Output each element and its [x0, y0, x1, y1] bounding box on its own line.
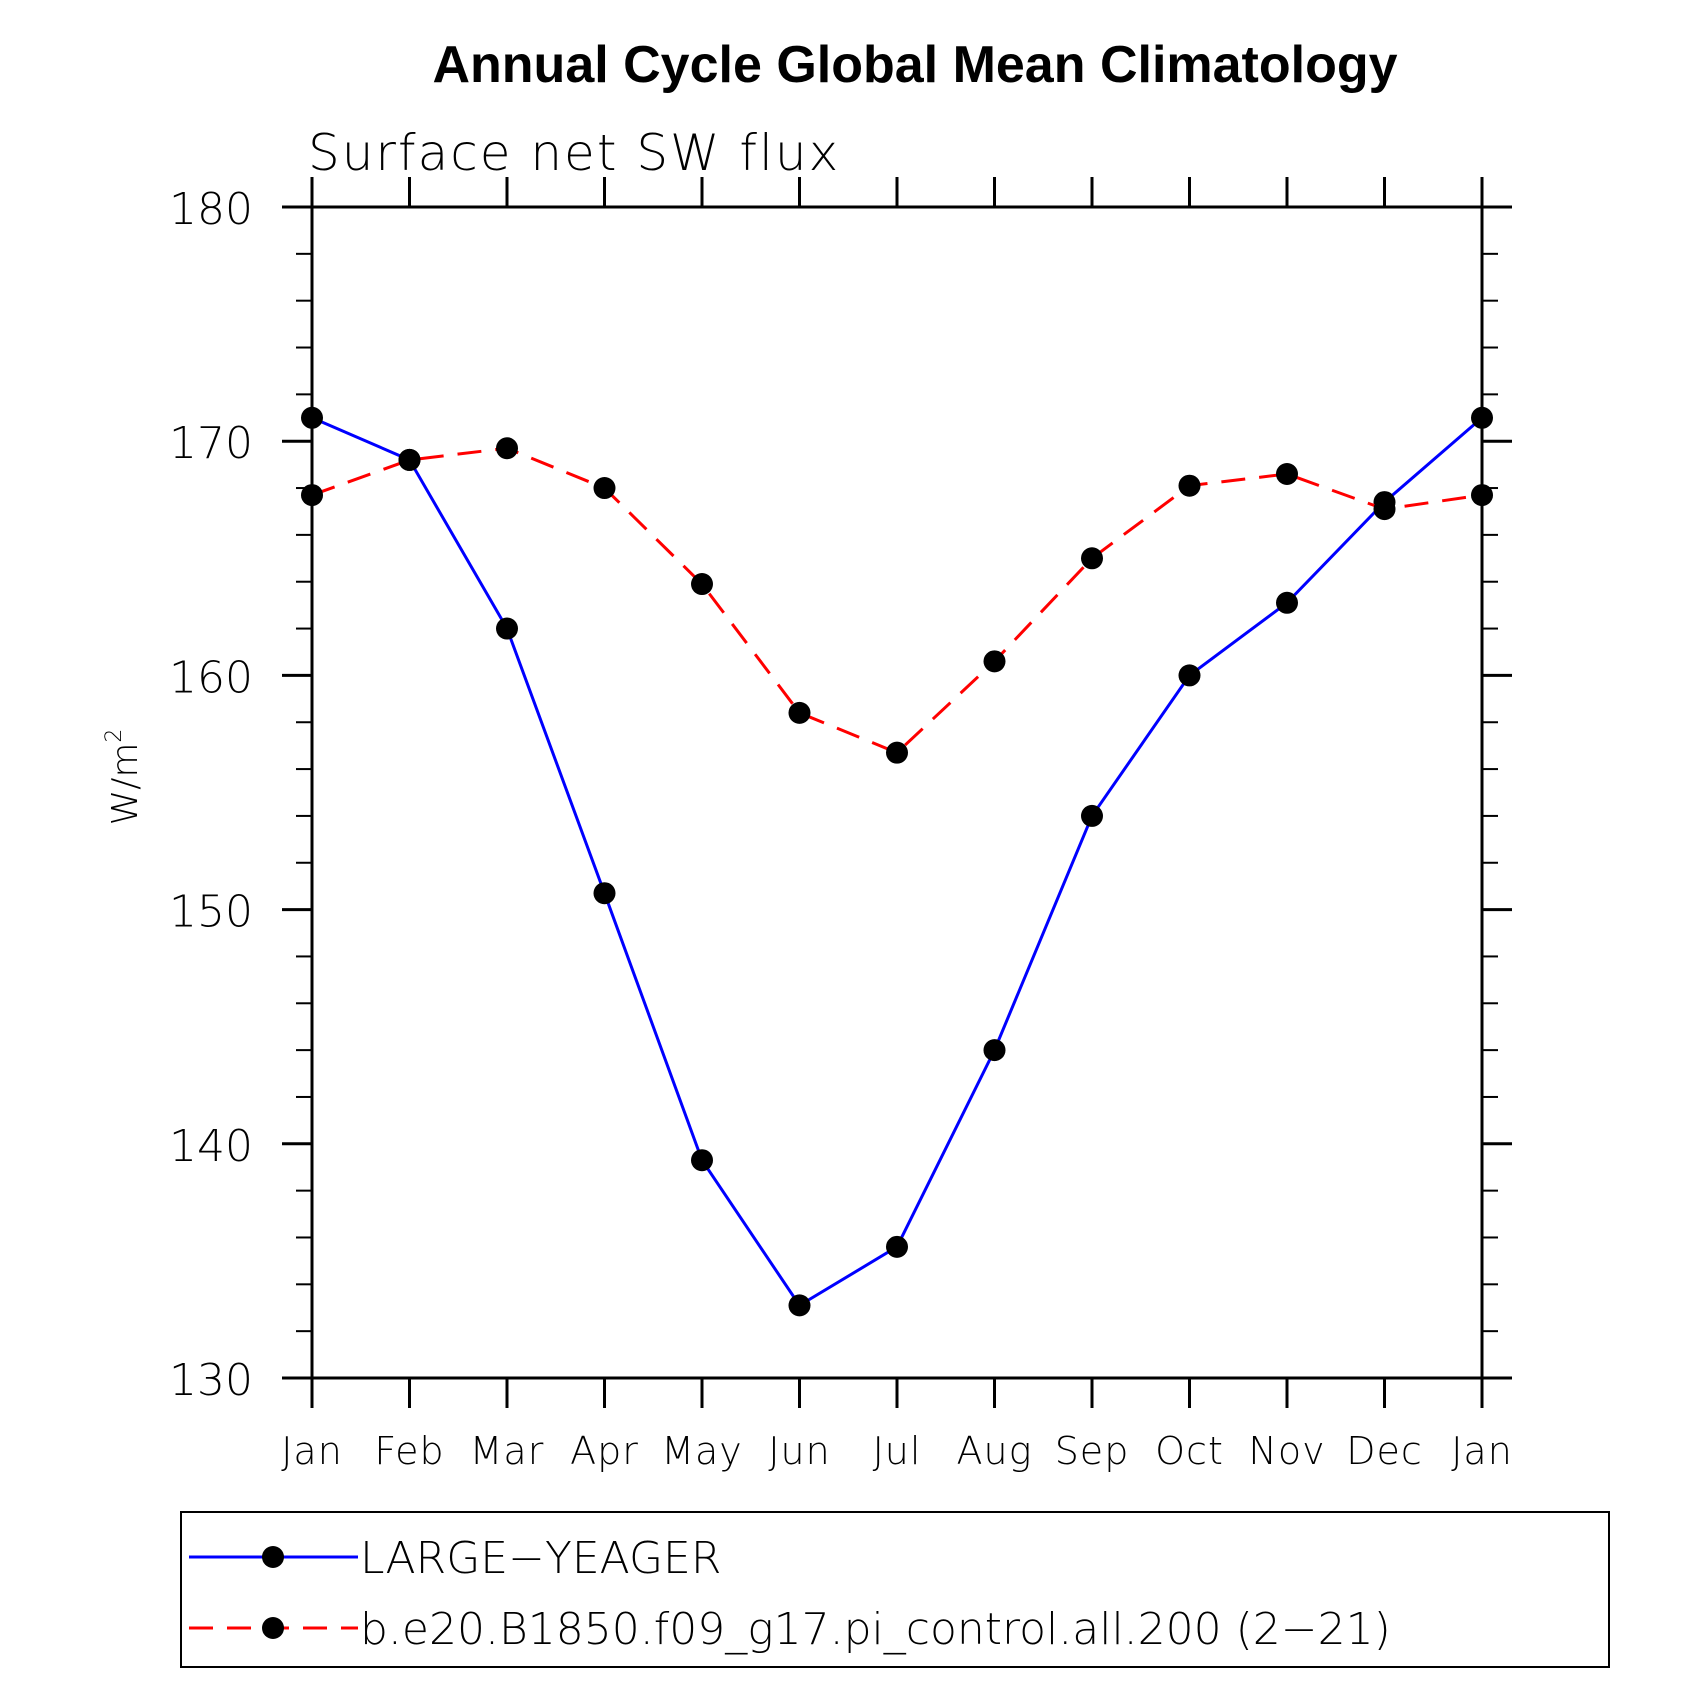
- series-2-point-12: [1471, 484, 1493, 507]
- legend-label-2: b.e20.B1850.f09_g17.pi_control.all.200 (…: [360, 1604, 1391, 1655]
- legend-label-1: LARGE−YEAGER: [360, 1533, 721, 1584]
- y-tick-label-150: 150: [169, 887, 253, 938]
- series-2-point-4: [691, 573, 713, 596]
- chart-subtitle: Surface net SW flux: [308, 124, 840, 182]
- series-1: [301, 406, 1493, 1317]
- series-line-1: [311, 416, 1483, 1308]
- x-tick-label-12: Jan: [1451, 1429, 1513, 1473]
- series-2-point-10: [1276, 462, 1298, 485]
- x-tick-label-1: Feb: [374, 1429, 444, 1473]
- series-2-point-3: [593, 477, 616, 500]
- y-axis-tick-labels: 130 140 150 160 170 180: [169, 184, 253, 1406]
- series-2-point-11: [1373, 498, 1396, 521]
- series-1-point-7: [983, 1039, 1006, 1062]
- x-tick-label-5: Jun: [768, 1429, 830, 1473]
- series-1-point-12: [1471, 406, 1493, 429]
- series-2-point-8: [1081, 547, 1103, 570]
- svg-text:W/m2: W/m2: [102, 729, 146, 826]
- chart-title: Annual Cycle Global Mean Climatology: [432, 36, 1397, 94]
- x-tick-label-6: Jul: [873, 1429, 922, 1473]
- y-axis-label-exponent: 2: [102, 729, 127, 743]
- series-1-point-3: [593, 882, 616, 905]
- series-1-point-8: [1081, 804, 1103, 827]
- series-layer: [301, 406, 1493, 1317]
- series-2-point-5: [788, 701, 811, 724]
- series-1-point-2: [496, 617, 518, 640]
- legend-marker-1: [262, 1546, 284, 1568]
- y-axis-label-text: W/m: [105, 743, 146, 826]
- y-axis-label: W/m2: [102, 729, 146, 826]
- legend-entry-1: LARGE−YEAGER: [189, 1533, 721, 1584]
- series-1-point-6: [886, 1235, 908, 1258]
- series-line-2: [311, 446, 1483, 755]
- x-tick-label-4: May: [661, 1429, 743, 1473]
- legend-entry-2: b.e20.B1850.f09_g17.pi_control.all.200 (…: [189, 1604, 1391, 1655]
- x-tick-label-9: Oct: [1155, 1429, 1224, 1473]
- y-tick-label-180: 180: [169, 184, 253, 235]
- series-2-point-9: [1178, 474, 1201, 497]
- x-axis-tick-labels: Jan Feb Mar Apr May Jun Jul Aug Sep Oct Nov Dec Jan: [281, 1429, 1513, 1473]
- x-tick-label-11: Dec: [1346, 1429, 1423, 1473]
- series-1-point-4: [691, 1149, 713, 1172]
- series-1-point-5: [788, 1294, 811, 1317]
- x-tick-label-2: Mar: [470, 1429, 545, 1473]
- series-1-point-9: [1178, 664, 1201, 687]
- y-tick-label-140: 140: [169, 1121, 253, 1172]
- x-tick-label-10: Nov: [1248, 1429, 1325, 1473]
- series-2-point-6: [886, 741, 908, 764]
- series-2-point-1: [398, 448, 421, 471]
- legend: LARGE−YEAGER b.e20.B1850.f09_g17.pi_cont…: [180, 1511, 1610, 1668]
- series-2: [301, 437, 1493, 764]
- x-tick-label-8: Sep: [1055, 1429, 1130, 1473]
- series-2-point-0: [301, 484, 323, 507]
- legend-marker-2: [262, 1617, 284, 1639]
- legend-box: [180, 1511, 1610, 1668]
- series-2-point-2: [496, 437, 518, 460]
- axis-ticks: [282, 177, 1512, 1408]
- y-tick-label-130: 130: [169, 1355, 253, 1406]
- y-tick-label-160: 160: [169, 652, 253, 703]
- y-tick-label-170: 170: [169, 418, 253, 469]
- x-tick-label-3: Apr: [570, 1429, 639, 1473]
- plot-frame: [310, 205, 1484, 1380]
- x-tick-label-0: Jan: [281, 1429, 343, 1473]
- series-1-point-0: [301, 406, 323, 429]
- series-1-point-10: [1276, 591, 1298, 614]
- x-tick-label-7: Aug: [957, 1429, 1033, 1473]
- series-2-point-7: [983, 650, 1006, 673]
